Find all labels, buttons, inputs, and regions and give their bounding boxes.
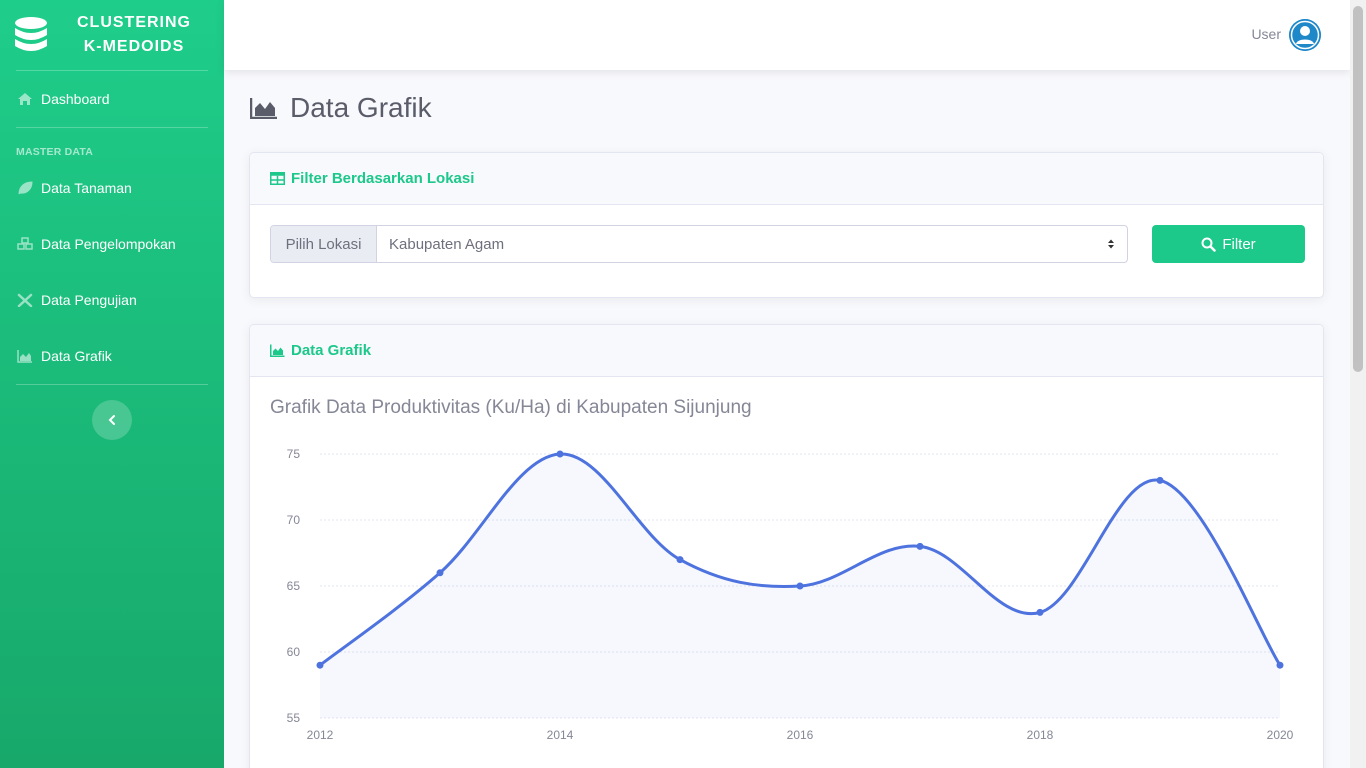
chart-area-icon xyxy=(250,98,277,119)
chart-card-header: Data Grafik xyxy=(250,325,1323,377)
area-fill xyxy=(320,453,1280,718)
filter-card: Filter Berdasarkan Lokasi Pilih Lokasi K… xyxy=(249,152,1324,298)
sidebar-divider xyxy=(16,70,208,71)
home-icon xyxy=(18,93,32,105)
series-line xyxy=(319,452,1282,667)
sidebar-item-label: Data Pengujian xyxy=(41,292,137,308)
user-icon xyxy=(1289,19,1321,51)
tools-icon xyxy=(17,293,33,307)
chart-card: Data Grafik Grafik Data Produktivitas (K… xyxy=(249,324,1324,768)
select-arrows-icon xyxy=(1108,239,1114,249)
x-tick-label: 2018 xyxy=(1027,728,1054,742)
data-point-2014 xyxy=(556,450,564,458)
sidebar-item-data-pengujian[interactable]: Data Pengujian xyxy=(0,272,224,328)
scrollbar-thumb[interactable] xyxy=(1353,6,1363,372)
filter-card-title: Filter Berdasarkan Lokasi xyxy=(291,170,475,187)
data-point-2016 xyxy=(796,582,804,590)
location-input-group: Pilih Lokasi Kabupaten Agam xyxy=(270,225,1128,263)
chevron-left-icon xyxy=(108,415,115,425)
brand[interactable]: CLUSTERING K-MEDOIDS xyxy=(0,0,224,70)
data-point-2017 xyxy=(916,542,924,550)
sidebar-item-label: Data Grafik xyxy=(41,348,112,364)
brand-line-1: CLUSTERING xyxy=(77,14,191,31)
location-selected-value: Kabupaten Agam xyxy=(389,235,505,253)
chart-title: Grafik Data Produktivitas (Ku/Ha) di Kab… xyxy=(270,397,752,418)
topbar: User xyxy=(224,0,1350,70)
sidebar: CLUSTERING K-MEDOIDS Dashboard MASTER DA… xyxy=(0,0,224,768)
sidebar-item-label: Data Pengelompokan xyxy=(41,236,176,252)
user-avatar[interactable] xyxy=(1289,19,1321,51)
x-tick-label: 2014 xyxy=(547,728,574,742)
data-point-2013 xyxy=(436,569,444,577)
sidebar-item-data-pengelompokan[interactable]: Data Pengelompokan xyxy=(0,216,224,272)
sidebar-item-data-grafik[interactable]: Data Grafik xyxy=(0,328,224,384)
filter-card-header: Filter Berdasarkan Lokasi xyxy=(250,153,1323,205)
data-point-2015 xyxy=(676,556,684,564)
location-select[interactable]: Kabupaten Agam xyxy=(377,226,1127,262)
search-icon xyxy=(1201,237,1217,252)
database-icon xyxy=(15,17,47,51)
user-name[interactable]: User xyxy=(1251,26,1281,42)
chart-area-icon xyxy=(270,344,285,357)
x-tick-label: 2016 xyxy=(787,728,814,742)
x-tick-label: 2012 xyxy=(307,728,334,742)
data-point-2020 xyxy=(1276,661,1284,669)
sidebar-item-label: Dashboard xyxy=(41,91,110,107)
page-title-text: Data Grafik xyxy=(290,92,432,123)
cubes-icon xyxy=(17,237,33,250)
filter-button[interactable]: Filter xyxy=(1152,225,1305,263)
page-scrollbar[interactable] xyxy=(1350,0,1366,768)
brand-name: CLUSTERING K-MEDOIDS xyxy=(58,11,224,59)
y-tick-label: 55 xyxy=(287,711,301,725)
y-tick-label: 70 xyxy=(287,513,301,527)
x-tick-label: 2020 xyxy=(1267,728,1294,742)
sidebar-divider xyxy=(16,127,208,128)
table-icon xyxy=(270,172,285,185)
filter-button-label: Filter xyxy=(1222,235,1256,253)
data-point-2019 xyxy=(1156,476,1164,484)
sidebar-item-data-tanaman[interactable]: Data Tanaman xyxy=(0,160,224,216)
sidebar-toggle-button[interactable] xyxy=(92,400,132,440)
location-label: Pilih Lokasi xyxy=(271,226,377,262)
brand-line-2: K-MEDOIDS xyxy=(83,38,185,55)
y-tick-label: 75 xyxy=(287,447,301,461)
chart-area-icon xyxy=(17,350,32,363)
page-title: Data Grafik xyxy=(250,92,432,124)
chart-card-title: Data Grafik xyxy=(291,342,372,359)
leaf-icon xyxy=(18,181,33,195)
data-point-2018 xyxy=(1036,608,1044,616)
productivity-area-chart: 55 60 65 70 75 2012 2014 2016 2018 2020 xyxy=(287,447,1294,742)
y-tick-label: 65 xyxy=(287,579,301,593)
sidebar-section-title: MASTER DATA xyxy=(16,146,94,158)
y-tick-label: 60 xyxy=(287,645,301,659)
data-point-2012 xyxy=(316,661,324,669)
sidebar-divider xyxy=(16,384,208,385)
sidebar-item-dashboard[interactable]: Dashboard xyxy=(0,71,224,127)
sidebar-item-label: Data Tanaman xyxy=(41,180,132,196)
